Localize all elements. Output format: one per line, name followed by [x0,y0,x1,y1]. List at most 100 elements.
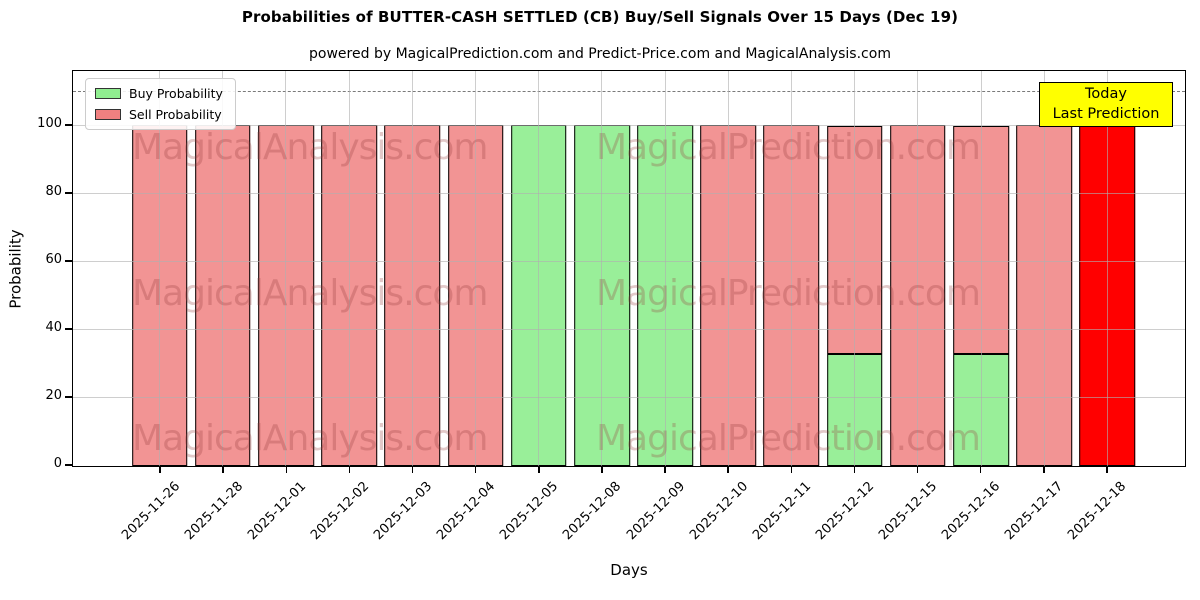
x-tick-label: 2025-12-11 [749,479,814,544]
y-tick-label: 60 [45,252,62,268]
bar-slot [1076,71,1139,466]
x-gridline [854,71,856,466]
bar-slot [444,71,507,466]
x-tick-label: 2025-12-02 [308,479,373,544]
x-tick-label: 2025-11-26 [118,479,183,544]
legend-item-buy: Buy Probability [95,86,223,101]
bar-slot [1013,71,1076,466]
y-gridline [73,125,1185,127]
x-gridline [285,71,287,466]
y-tick-mark [65,396,72,398]
x-gridline [475,71,477,466]
x-gridline [980,71,982,466]
bar-slot [191,71,254,466]
x-gridline [601,71,603,466]
y-gridline [73,397,1185,399]
x-tick-label: 2025-12-17 [1002,479,1067,544]
y-tick-label: 40 [45,320,62,336]
bar-slot [697,71,760,466]
watermark-analysis: MagicalAnalysis.com [132,418,488,459]
x-gridline [411,71,413,466]
y-tick-mark [65,192,72,194]
x-tick-label: 2025-12-18 [1065,479,1130,544]
bar-slot [886,71,949,466]
x-tick-label: 2025-12-15 [876,479,941,544]
x-tick-mark [853,467,856,473]
today-annotation-line1: Today [1085,86,1127,102]
x-tick-mark [222,467,224,473]
y-gridline [73,329,1185,331]
today-annotation-box: Today Last Prediction [1039,82,1173,128]
legend: Buy Probability Sell Probability [85,78,236,130]
x-gridline [727,71,729,466]
chart-title: Probabilities of BUTTER-CASH SETTLED (CB… [241,8,959,26]
x-tick-label: 2025-12-03 [371,479,436,544]
sell-swatch-icon [95,109,121,120]
x-tick-label: 2025-12-10 [686,479,751,544]
watermark-prediction: MagicalPrediction.com [596,127,981,168]
x-tick-mark [664,467,666,473]
x-tick-mark [727,467,729,473]
y-gridline [73,193,1185,195]
buy-swatch-icon [95,88,121,99]
x-gridline [348,71,350,466]
x-gridline [538,71,540,466]
y-tick-mark [65,464,72,466]
y-tick-label: 80 [45,184,62,200]
x-gridline [917,71,919,466]
plot-area: MagicalAnalysis.com MagicalPrediction.co… [72,70,1186,467]
x-tick-label: 2025-11-28 [181,479,246,544]
x-tick-label: 2025-12-04 [434,479,499,544]
bar-slot [254,71,317,466]
x-tick-mark [790,467,793,473]
x-tick-label: 2025-12-12 [813,479,878,544]
x-gridline [1043,71,1045,466]
x-gridline [790,71,792,466]
x-gridline [222,71,224,466]
bar-slot [949,71,1012,466]
x-tick-label: 2025-12-05 [497,479,562,544]
bars-container [73,71,1185,466]
threshold-dashed-line [73,91,1185,93]
x-tick-mark [411,467,414,473]
bar-slot [760,71,823,466]
x-tick-mark [979,467,982,473]
x-tick-mark [474,467,477,473]
x-gridline [1106,71,1108,466]
y-tick-label: 100 [37,116,62,132]
watermark-prediction: MagicalPrediction.com [596,273,981,314]
y-tick-mark [65,328,72,330]
x-tick-label: 2025-12-01 [244,479,309,544]
chart-subtitle: powered by MagicalPrediction.com and Pre… [309,46,891,62]
x-axis-title: Days [610,561,648,579]
x-tick-mark [1043,467,1045,473]
x-tick-mark [538,467,540,473]
x-gridline [664,71,666,466]
watermark-prediction: MagicalPrediction.com [596,418,981,459]
today-annotation-line2: Last Prediction [1052,105,1160,122]
bar-slot [823,71,886,466]
x-tick-label: 2025-12-09 [623,479,688,544]
x-tick-mark [916,467,919,473]
x-tick-mark [601,467,603,473]
bar-slot [381,71,444,466]
y-tick-label: 0 [53,456,62,471]
y-tick-mark [65,260,72,262]
watermark-analysis: MagicalAnalysis.com [132,273,488,314]
bar-slot [318,71,381,466]
y-tick-mark [65,124,72,126]
bar-slot [570,71,633,466]
x-tick-label: 2025-12-16 [939,479,1004,544]
bar-slot [634,71,697,466]
bar-slot [507,71,570,466]
x-tick-mark [159,467,161,473]
y-gridline [73,261,1185,263]
y-tick-label: 20 [45,388,62,404]
x-gridline [159,71,161,466]
x-tick-mark [348,467,351,473]
x-tick-label: 2025-12-08 [560,479,625,544]
legend-buy-label: Buy Probability [129,86,223,101]
x-tick-mark [285,467,288,473]
legend-sell-label: Sell Probability [129,107,222,122]
